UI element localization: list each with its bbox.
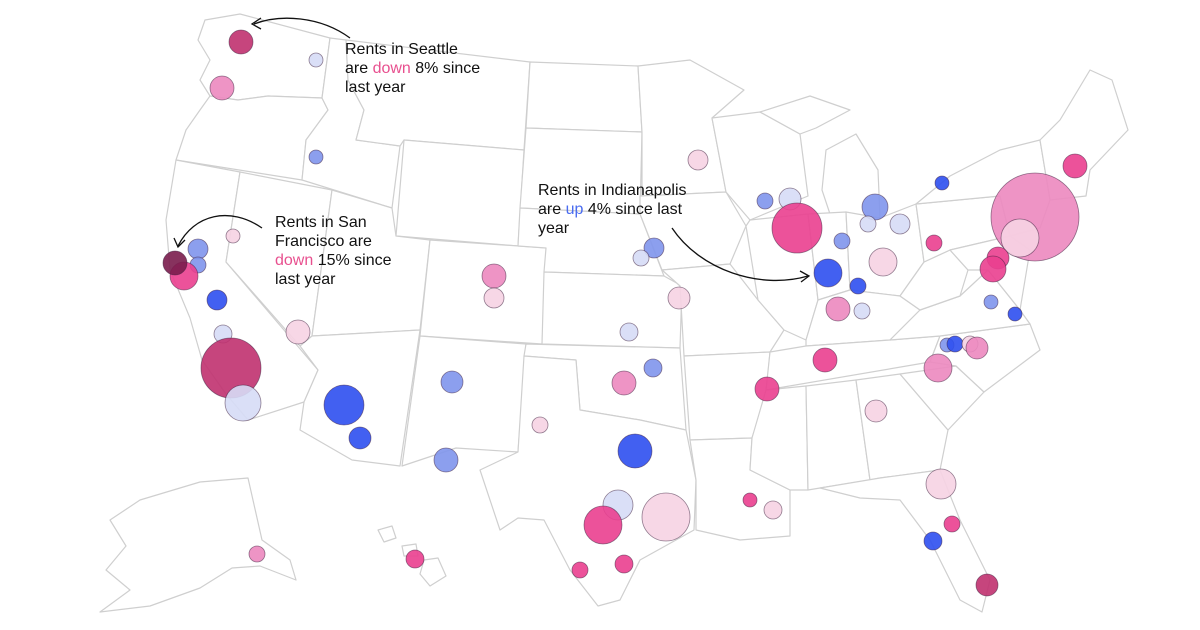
city-bubble-36 [248,545,266,563]
city-bubble-27 [643,358,663,378]
state-new-mexico [401,335,527,467]
city-bubble-51 [1062,153,1088,179]
indy-arrowhead [799,270,811,283]
annotation-indy-line3: year [538,220,570,237]
city-bubble-56 [983,294,999,310]
city-bubble-24 [632,249,650,267]
city-bubble-16 [348,426,372,450]
state-texas [479,355,697,607]
state-shapes [99,13,1129,613]
city-bubble-64 [965,336,989,360]
city-bubble-48 [868,247,898,277]
sf-arrow [177,214,263,247]
annotation-indy-highlight: up [565,201,584,218]
city-bubble-21 [531,416,549,434]
sf-arrowhead [173,237,186,249]
city-bubble-3 [209,75,235,101]
city-bubble-68 [763,500,783,520]
city-bubble-47 [889,213,911,235]
city-bubble-14 [285,319,311,345]
annotation-seattle-line1: Rents in Seattle [345,41,458,58]
state-north-dakota [525,61,643,133]
city-bubble-33 [571,561,589,579]
city-bubble-29 [617,433,653,469]
city-bubble-13 [224,384,262,422]
city-bubble-67 [742,492,758,508]
city-bubble-59 [754,376,780,402]
annotation-indy-line1: Rents in Indianapolis [538,182,687,199]
annotation-seattle-highlight: down [372,60,411,77]
city-bubble-62 [946,335,964,353]
city-bubble-53 [1000,218,1040,258]
city-bubble-19 [481,263,507,289]
city-bubble-39 [771,202,823,254]
city-bubble-9 [162,250,188,276]
city-bubble-66 [925,468,957,500]
city-bubble-58 [812,347,838,373]
city-bubbles [162,29,1088,597]
seattle-arrowhead [250,17,262,30]
annotation-seattle-line2: are down 8% since [345,59,515,78]
city-bubble-23 [643,237,665,259]
annotation-indianapolis: Rents in Indianapolis are up 4% since la… [538,181,728,238]
state-alaska [99,477,297,613]
annotation-sf-highlight: down [275,252,314,269]
city-bubble-65 [864,399,888,423]
state-kansas [541,271,683,349]
city-bubble-32 [641,492,691,542]
city-bubble-55 [979,255,1007,283]
city-bubble-50 [934,175,950,191]
city-bubble-49 [925,234,943,252]
state-florida [819,469,991,613]
city-bubble-46 [859,215,877,233]
city-bubble-35 [405,549,425,569]
annotation-indy-post: 4% since last [583,201,683,218]
city-bubble-70 [923,531,943,551]
city-bubble-71 [975,573,999,597]
annotation-seattle-line3: last year [345,79,406,96]
city-bubble-10 [206,289,228,311]
city-bubble-69 [943,515,961,533]
annotation-sf-line1: Rents in San [275,214,367,231]
city-bubble-42 [849,277,867,295]
city-bubble-2 [308,52,324,68]
annotation-seattle: Rents in Seattle are down 8% since last … [345,40,515,97]
city-bubble-57 [1007,306,1023,322]
annotation-seattle-post: 8% since [410,60,481,77]
annotation-sf-line3: down 15% since [275,251,425,270]
city-bubble-41 [813,258,843,288]
annotation-seattle-pre: are [345,60,373,77]
city-bubble-25 [667,286,691,310]
indy-arrow [671,227,809,282]
state-colorado [419,239,549,345]
city-bubble-28 [611,370,637,396]
annotation-arrows [173,17,811,283]
annotation-indy-pre: are [538,201,566,218]
city-bubble-22 [687,149,709,171]
city-bubble-15 [323,384,365,426]
city-bubble-43 [825,296,851,322]
seattle-arrow [253,17,351,39]
annotation-sf-post: 15% since [313,252,392,269]
annotation-san-francisco: Rents in San Francisco are down 15% sinc… [275,213,425,289]
city-bubble-26 [619,322,639,342]
city-bubble-34 [614,554,634,574]
city-bubble-6 [187,238,209,260]
annotation-indy-line2: are up 4% since last [538,200,728,219]
city-bubble-5 [225,228,241,244]
city-bubble-18 [433,447,459,473]
city-bubble-60 [923,353,953,383]
city-bubble-20 [483,287,505,309]
city-bubble-31 [583,505,623,545]
city-bubble-40 [833,232,851,250]
city-bubble-44 [853,302,871,320]
city-bubble-17 [440,370,464,394]
city-bubble-37 [756,192,774,210]
city-bubble-4 [308,149,324,165]
annotation-sf-line2: Francisco are [275,233,372,250]
city-bubble-1 [228,29,254,55]
annotation-sf-line4: last year [275,271,336,288]
